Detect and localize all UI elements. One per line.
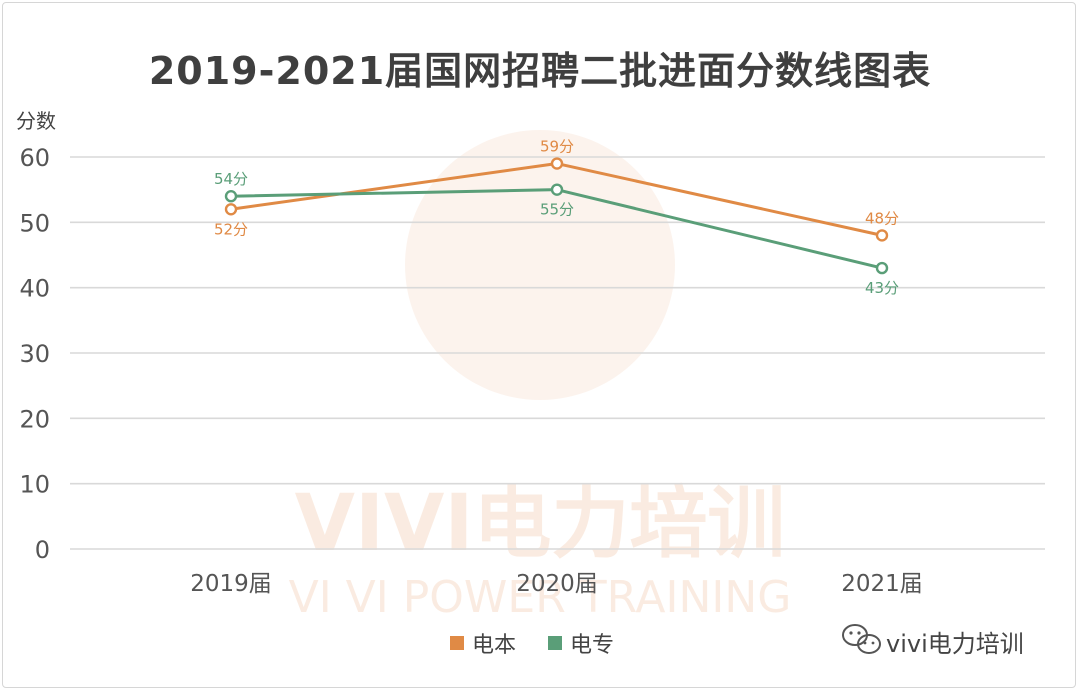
data-point xyxy=(875,229,889,242)
y-tick-label: 30 xyxy=(19,340,50,368)
data-point xyxy=(875,261,889,275)
data-label: 54分 xyxy=(214,170,248,188)
series-lines: 52分 59分 48分 54分 55分 43分 xyxy=(214,138,899,298)
y-tick-label: 0 xyxy=(35,536,50,564)
data-label: 55分 xyxy=(540,201,574,219)
data-point xyxy=(550,157,564,170)
data-point xyxy=(224,189,238,203)
y-axis-label: 分数 xyxy=(16,109,56,133)
y-tick-label: 10 xyxy=(19,471,50,499)
watermark-subtext: VI VI POWER TRAINING xyxy=(289,572,792,623)
watermark-logo: VIVI电力培训 VI VI POWER TRAINING xyxy=(289,130,792,623)
data-label: 48分 xyxy=(865,209,899,227)
y-tick-label: 50 xyxy=(19,209,50,237)
wechat-icon xyxy=(842,624,881,654)
brand-name: vivi电力培训 xyxy=(886,630,1024,658)
legend-item-1: 电本 xyxy=(450,633,516,658)
data-label: 43分 xyxy=(865,279,899,297)
x-tick-label: 2019届 xyxy=(190,571,272,597)
watermark-logo-text: VIVI电力培训 xyxy=(295,479,786,569)
legend-item-2: 电专 xyxy=(548,633,614,658)
x-tick-label: 2020届 xyxy=(516,571,598,597)
x-axis-ticks: 2019届 2020届 2021届 xyxy=(190,571,923,597)
legend-swatch xyxy=(548,636,562,650)
legend: 电本 电专 xyxy=(450,633,614,658)
series-2: 54分 55分 43分 xyxy=(214,170,899,297)
legend-swatch xyxy=(450,636,464,650)
chart-title: 2019-2021届国网招聘二批进面分数线图表 xyxy=(149,49,931,93)
brand-footer: vivi电力培训 xyxy=(842,624,1024,658)
y-tick-label: 40 xyxy=(19,275,50,303)
legend-label: 电本 xyxy=(472,633,516,658)
watermark-circle xyxy=(405,130,675,400)
data-label: 52分 xyxy=(214,220,248,238)
y-tick-label: 60 xyxy=(19,144,50,172)
y-axis-ticks: 0 10 20 30 40 50 60 xyxy=(19,144,50,564)
x-tick-label: 2021届 xyxy=(841,571,923,597)
legend-label: 电专 xyxy=(570,633,614,658)
data-label: 59分 xyxy=(540,138,574,156)
data-point xyxy=(550,183,564,196)
data-point xyxy=(224,203,238,216)
grid-lines xyxy=(70,156,1045,550)
y-tick-label: 20 xyxy=(19,405,50,433)
